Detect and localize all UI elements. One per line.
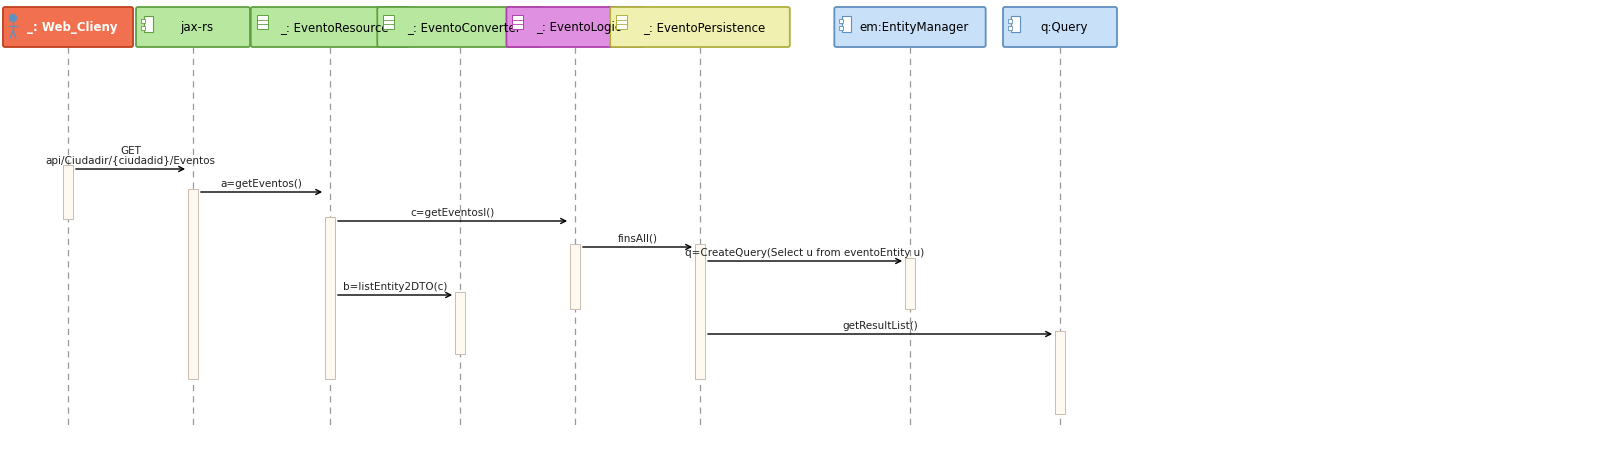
Bar (1009, 27, 1012, 31)
FancyBboxPatch shape (834, 8, 986, 48)
FancyBboxPatch shape (378, 8, 543, 48)
Text: b=listEntity2DTO(c): b=listEntity2DTO(c) (343, 281, 447, 291)
Text: q:Query: q:Query (1041, 22, 1087, 34)
Bar (141, 20, 146, 24)
Text: a=getEventos(): a=getEventos() (221, 179, 303, 189)
Bar (455, 292, 464, 354)
Bar (695, 245, 704, 379)
FancyBboxPatch shape (1002, 8, 1117, 48)
Bar (144, 17, 154, 33)
Text: api/Ciudadir/{ciudadid}/Eventos: api/Ciudadir/{ciudadid}/Eventos (45, 156, 216, 166)
Text: getResultList(): getResultList() (842, 320, 917, 330)
Bar (905, 258, 916, 309)
Bar (62, 166, 74, 219)
Text: c=getEventosI(): c=getEventosI() (410, 207, 495, 218)
Text: _: EventoConverter: _: EventoConverter (407, 22, 520, 34)
FancyBboxPatch shape (610, 8, 789, 48)
Text: GET: GET (120, 146, 141, 156)
Text: _: EventoLogic: _: EventoLogic (536, 22, 621, 34)
Bar (1009, 20, 1012, 24)
FancyBboxPatch shape (251, 8, 410, 48)
Bar (256, 16, 267, 30)
Bar (141, 27, 146, 31)
Bar (616, 16, 628, 30)
Bar (839, 27, 844, 31)
Circle shape (10, 16, 16, 22)
Bar (842, 17, 852, 33)
Bar (187, 190, 199, 379)
FancyBboxPatch shape (506, 8, 644, 48)
Text: jax-rs: jax-rs (181, 22, 213, 34)
FancyBboxPatch shape (3, 8, 133, 48)
Bar (512, 16, 524, 30)
Bar (383, 16, 394, 30)
Bar (325, 218, 335, 379)
Bar (570, 245, 580, 309)
Text: q=CreateQuery(Select u from eventoEntity u): q=CreateQuery(Select u from eventoEntity… (685, 247, 925, 257)
Text: _: Web_Clieny: _: Web_Clieny (27, 22, 117, 34)
Bar (1010, 17, 1020, 33)
Text: _: EventoResource: _: EventoResource (280, 22, 389, 34)
FancyBboxPatch shape (136, 8, 250, 48)
Text: em:EntityManager: em:EntityManager (860, 22, 969, 34)
Bar (839, 20, 844, 24)
Text: _: EventoPersistence: _: EventoPersistence (644, 22, 765, 34)
Bar (1055, 331, 1065, 414)
Text: finsAll(): finsAll() (618, 234, 658, 243)
